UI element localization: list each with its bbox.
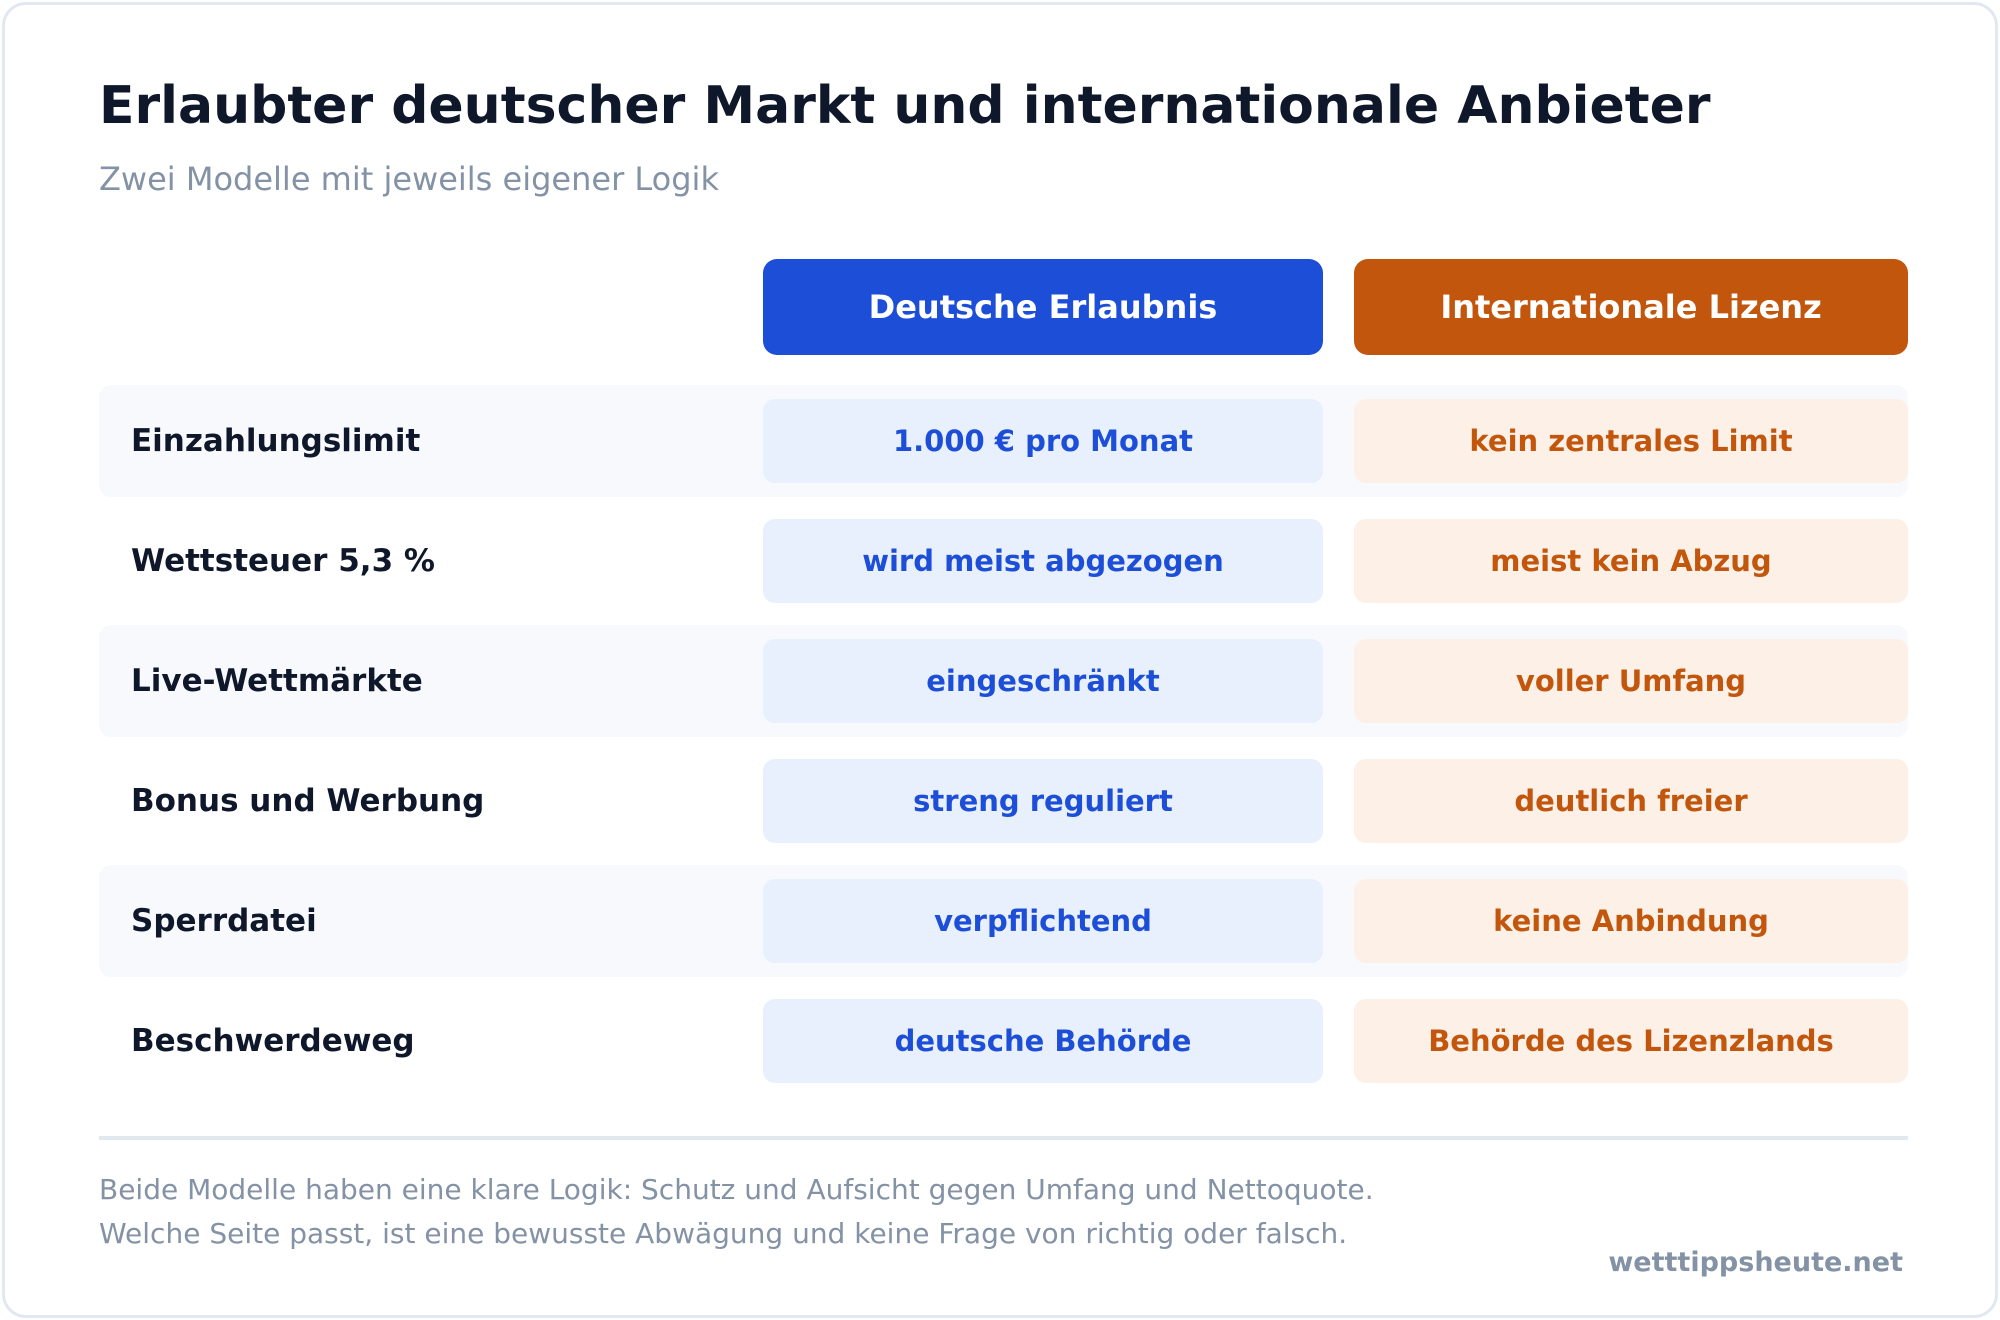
table-row: Bonus und Werbung streng reguliert deutl… [99,745,1908,857]
cell-internationale-lizenz: kein zentrales Limit [1354,399,1908,483]
cell-deutsche-erlaubnis: streng reguliert [763,759,1323,843]
table-row: Beschwerdeweg deutsche Behörde Behörde d… [99,985,1908,1097]
cell-internationale-lizenz: voller Umfang [1354,639,1908,723]
row-label: Live-Wettmärkte [131,663,423,699]
divider [99,1136,1908,1140]
row-label: Sperrdatei [131,903,317,939]
cell-deutsche-erlaubnis: verpflichtend [763,879,1323,963]
column-header-internationale-lizenz: Internationale Lizenz [1354,259,1908,355]
cell-internationale-lizenz: keine Anbindung [1354,879,1908,963]
table-row: Einzahlungslimit 1.000 € pro Monat kein … [99,385,1908,497]
brand-label: wetttippsheute.net [1608,1247,1903,1278]
cell-deutsche-erlaubnis: 1.000 € pro Monat [763,399,1323,483]
cell-deutsche-erlaubnis: wird meist abgezogen [763,519,1323,603]
row-label: Einzahlungslimit [131,423,421,459]
row-label: Beschwerdeweg [131,1023,415,1059]
cell-deutsche-erlaubnis: deutsche Behörde [763,999,1323,1083]
row-label: Bonus und Werbung [131,783,485,819]
row-label: Wettsteuer 5,3 % [131,543,435,579]
page-subtitle: Zwei Modelle mit jeweils eigener Logik [99,160,719,198]
table-row: Wettsteuer 5,3 % wird meist abgezogen me… [99,505,1908,617]
footnote-line-2: Welche Seite passt, ist eine bewusste Ab… [99,1217,1348,1250]
cell-internationale-lizenz: Behörde des Lizenzlands [1354,999,1908,1083]
cell-internationale-lizenz: deutlich freier [1354,759,1908,843]
cell-deutsche-erlaubnis: eingeschränkt [763,639,1323,723]
footnote-line-1: Beide Modelle haben eine klare Logik: Sc… [99,1173,1374,1206]
table-row: Sperrdatei verpflichtend keine Anbindung [99,865,1908,977]
table-row: Live-Wettmärkte eingeschränkt voller Umf… [99,625,1908,737]
page-title: Erlaubter deutscher Markt und internatio… [99,76,1711,136]
cell-internationale-lizenz: meist kein Abzug [1354,519,1908,603]
column-header-deutsche-erlaubnis: Deutsche Erlaubnis [763,259,1323,355]
